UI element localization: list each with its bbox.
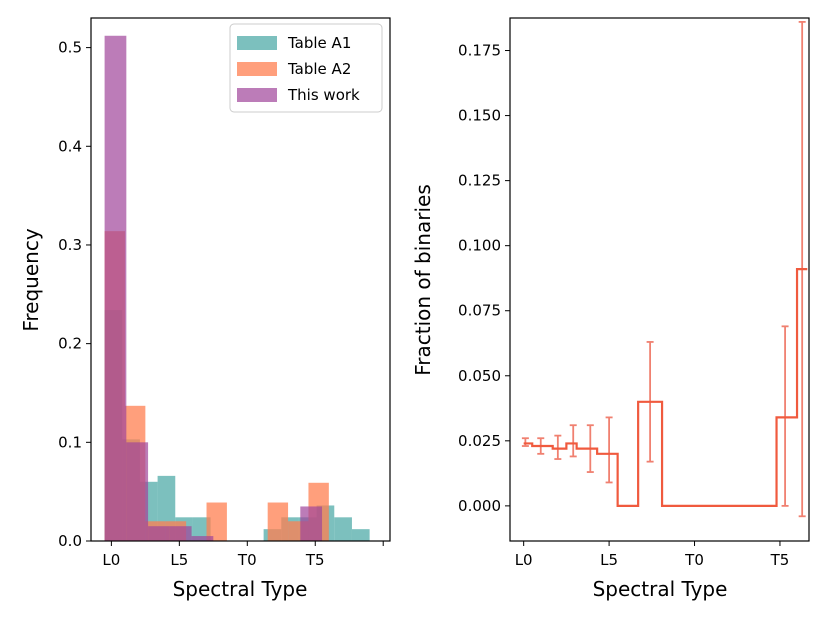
- legend: Table A1 Table A2 This work: [229, 23, 383, 113]
- bar-table-a2-8: [267, 502, 289, 541]
- histogram-bars: [104, 35, 370, 541]
- left-x-axis-title: Spectral Type: [173, 577, 308, 601]
- error-bar-0: [521, 437, 529, 447]
- right-x-tick-label-t5: T5: [770, 551, 790, 569]
- right-y-tick-label-0: 0.000: [458, 497, 501, 515]
- bar-table-a1-5: [192, 517, 211, 541]
- error-bar-3: [569, 424, 577, 458]
- left-x-tick-label-t0: T0: [237, 551, 257, 569]
- legend-label-table-a2: Table A2: [287, 60, 351, 78]
- right-y-tick-label-5: 0.125: [458, 172, 501, 190]
- bar-this-work-4: [191, 536, 214, 541]
- right-y-axis-title: Fraction of binaries: [411, 184, 435, 376]
- right-y-ticks: 0.000 0.025 0.050 0.075 0.100 0.125 0.150 0.175: [458, 42, 510, 515]
- left-plot-frame: [90, 17, 391, 542]
- right-y-tick-label-4: 0.100: [458, 237, 501, 255]
- error-bar-5: [605, 416, 613, 484]
- right-y-tick-label-2: 0.050: [458, 367, 501, 385]
- bar-table-a1-13: [334, 517, 352, 541]
- right-x-tick-label-l0: L0: [515, 551, 533, 569]
- bar-this-work-1: [126, 442, 149, 541]
- binary-fraction-panel: L0 L5 T0 T5 0.0000.0250.0500.0750.1000.1250…: [411, 17, 810, 601]
- bar-table-a2-5: [206, 502, 227, 541]
- left-y-tick-label-4: 0.4: [58, 137, 82, 155]
- left-y-tick-label-2: 0.2: [58, 335, 82, 353]
- right-y-tick-label-1: 0.025: [458, 432, 501, 450]
- bar-this-work-9: [300, 506, 323, 541]
- right-y-tick-label-6: 0.150: [458, 107, 501, 125]
- right-y-tick-label-3: 0.075: [458, 302, 501, 320]
- right-x-tick-label-l5: L5: [600, 551, 618, 569]
- left-x-ticks: L0 L5 T0 T5: [102, 541, 384, 569]
- left-y-tick-label-0: 0.0: [58, 532, 82, 550]
- left-y-axis-title: Frequency: [19, 228, 43, 331]
- left-y-tick-label-3: 0.3: [58, 236, 82, 254]
- right-x-axis-title: Spectral Type: [593, 577, 728, 601]
- bar-this-work-2: [148, 526, 170, 541]
- error-bar-7: [781, 325, 789, 507]
- left-x-tick-label-l5: L5: [170, 551, 188, 569]
- histogram-panel: L0 L5 T0 T5 0.0 0.1 0.2 0.3 0.4 0.5 Spectral Typ…: [19, 17, 391, 601]
- left-y-tick-label-1: 0.1: [58, 433, 82, 451]
- binary-fraction-step-line: [523, 267, 808, 507]
- left-x-tick-label-t5: T5: [305, 551, 325, 569]
- right-y-tick-label-7: 0.175: [458, 42, 501, 60]
- right-x-ticks: L0 L5 T0 T5: [515, 541, 790, 569]
- legend-swatch-table-a2: [237, 62, 277, 76]
- left-x-tick-label-l0: L0: [102, 551, 120, 569]
- error-bars: [521, 21, 806, 518]
- bar-table-a1-14: [351, 529, 370, 541]
- legend-swatch-this-work: [237, 88, 277, 102]
- error-bar-2: [554, 434, 562, 460]
- left-y-tick-label-5: 0.5: [58, 39, 82, 57]
- left-y-ticks: 0.0 0.1 0.2 0.3 0.4 0.5: [58, 39, 91, 550]
- bar-this-work-0: [104, 35, 127, 541]
- legend-label-table-a1: Table A1: [287, 34, 351, 52]
- right-x-tick-label-t0: T0: [684, 551, 704, 569]
- right-plot-frame: [509, 17, 810, 542]
- legend-label-this-work: This work: [287, 86, 360, 104]
- legend-swatch-table-a1: [237, 36, 277, 50]
- bar-this-work-3: [169, 526, 192, 541]
